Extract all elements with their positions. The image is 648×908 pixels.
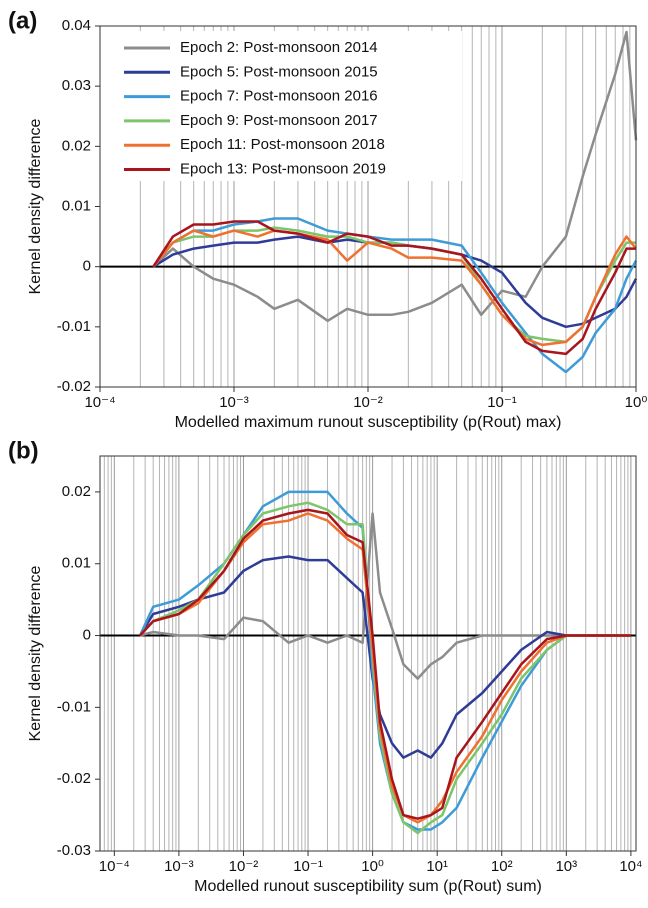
y-tick-label: -0.01 <box>57 698 91 715</box>
legend-label: Epoch 13: Post-monsoon 2019 <box>180 160 386 177</box>
x-tick-label: 10³ <box>555 858 577 875</box>
y-tick-label: 0.03 <box>62 77 91 94</box>
plot-frame <box>99 25 637 388</box>
x-tick-label: 10⁻² <box>229 858 259 875</box>
y-tick-label: 0 <box>83 627 91 644</box>
y-tick-label: 0.02 <box>62 137 91 154</box>
legend-label: Epoch 5: Post-monsoon 2015 <box>180 63 378 80</box>
y-axis-label: Kernel density difference <box>27 565 44 741</box>
y-tick-label: 0 <box>83 258 91 275</box>
y-tick-label: -0.02 <box>57 770 91 787</box>
series-line <box>139 501 631 835</box>
x-axis-label: Modelled maximum runout susceptibility (… <box>175 414 562 431</box>
series-line <box>152 220 636 356</box>
y-tick-label: -0.01 <box>57 318 91 335</box>
legend-label: Epoch 2: Post-monsoon 2014 <box>180 39 378 56</box>
x-tick-label: 10⁰ <box>625 394 648 411</box>
x-tick-label: 10⁻³ <box>164 858 194 875</box>
series-line <box>152 30 638 323</box>
series-line <box>152 229 637 347</box>
series-line <box>138 555 631 759</box>
y-axis-label: Kernel density difference <box>27 118 44 294</box>
legend-label: Epoch 9: Post-monsoon 2017 <box>180 112 378 129</box>
legend-label: Epoch 7: Post-monsoon 2016 <box>180 88 378 105</box>
series-line <box>138 490 631 831</box>
x-tick-label: 10⁻⁴ <box>84 394 115 411</box>
x-tick-label: 10⁴ <box>619 858 642 875</box>
x-tick-label: 10⁻⁴ <box>99 858 130 875</box>
y-tick-label: -0.03 <box>57 842 91 859</box>
series-line <box>139 512 631 680</box>
series-line <box>139 508 631 820</box>
series-line <box>139 512 631 824</box>
x-tick-label: 10⁻¹ <box>487 394 517 411</box>
x-tick-label: 10⁻¹ <box>293 858 323 875</box>
x-axis-label: Modelled runout susceptibility sum (p(Ro… <box>194 878 542 895</box>
y-tick-label: 0.01 <box>62 555 91 572</box>
y-tick-label: 0.04 <box>62 17 91 34</box>
y-tick-label: -0.02 <box>57 378 91 395</box>
panel-label: (b) <box>8 437 39 464</box>
legend-box <box>116 31 462 181</box>
series-line <box>152 217 638 374</box>
x-tick-label: 10⁻³ <box>219 394 249 411</box>
y-tick-label: 0.02 <box>62 483 91 500</box>
panel-label: (a) <box>8 7 37 34</box>
plot-frame <box>99 455 637 852</box>
x-tick-label: 10² <box>491 858 513 875</box>
x-tick-label: 10⁻² <box>353 394 383 411</box>
x-tick-label: 10¹ <box>426 858 448 875</box>
legend-label: Epoch 11: Post-monsoon 2018 <box>180 136 385 153</box>
x-tick-label: 10⁰ <box>361 858 384 875</box>
y-tick-label: 0.01 <box>62 197 91 214</box>
